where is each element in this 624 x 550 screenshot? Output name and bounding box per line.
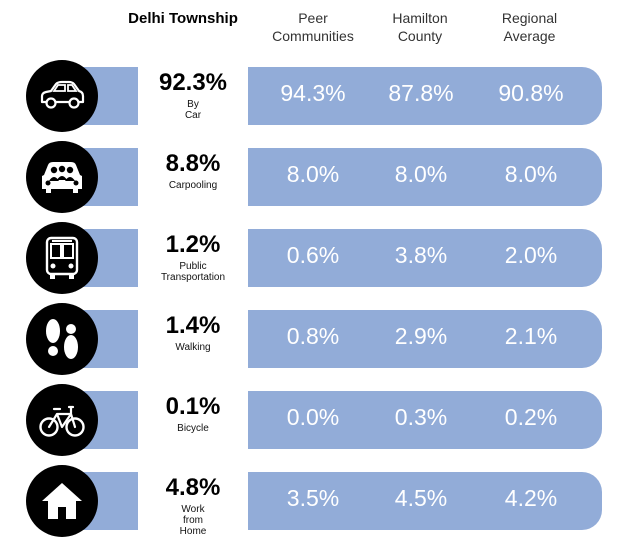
table-row: 92.3% By Car 94.3% 87.8% 90.8%	[26, 58, 602, 134]
delhi-cell: 92.3% By Car	[138, 66, 248, 126]
header-peer-communities: Peer Communities	[272, 10, 354, 44]
regional-value: 0.2%	[504, 404, 558, 430]
delhi-cell: 8.8% Carpooling	[138, 147, 248, 207]
mode-label: Bicycle	[177, 423, 209, 434]
delhi-value: 4.8%	[165, 474, 221, 501]
regional-value: 90.8%	[498, 80, 564, 106]
regional-value: 4.2%	[504, 485, 558, 511]
peer-value: 8.0%	[286, 161, 340, 187]
delhi-value: 1.4%	[165, 312, 221, 339]
delhi-cell: 4.8% Work from Home	[138, 471, 248, 537]
bicycle-icon	[26, 384, 98, 456]
peer-value: 94.3%	[280, 80, 346, 106]
hamilton-value: 4.5%	[394, 485, 448, 511]
car-icon	[26, 60, 98, 132]
hamilton-value: 2.9%	[394, 323, 448, 349]
delhi-cell: 1.2% Public Transportation	[138, 228, 248, 288]
mode-label: Work from Home	[179, 504, 207, 537]
header-delhi-township: Delhi Township	[128, 10, 238, 27]
peer-value: 0.6%	[286, 242, 340, 268]
delhi-value: 1.2%	[165, 231, 221, 258]
home-icon	[26, 465, 98, 537]
mode-label: Walking	[175, 342, 211, 353]
header-regional-average: Regional Average	[501, 10, 558, 44]
footprints-icon	[26, 303, 98, 375]
table-row: 4.8% Work from Home 3.5% 4.5% 4.2%	[26, 463, 602, 539]
delhi-value: 8.8%	[165, 150, 221, 177]
peer-value: 0.8%	[286, 323, 340, 349]
peer-value: 0.0%	[286, 404, 340, 430]
delhi-value: 92.3%	[158, 69, 228, 96]
delhi-cell: 0.1% Bicycle	[138, 390, 248, 450]
mode-label: Carpooling	[168, 180, 218, 191]
carpool-icon	[26, 141, 98, 213]
hamilton-value: 0.3%	[394, 404, 448, 430]
hamilton-value: 3.8%	[394, 242, 448, 268]
table-row: 1.4% Walking 0.8% 2.9% 2.1%	[26, 301, 602, 377]
mode-label: By Car	[184, 99, 202, 121]
hamilton-value: 8.0%	[394, 161, 448, 187]
table-row: 1.2% Public Transportation 0.6% 3.8% 2.0%	[26, 220, 602, 296]
bus-icon	[26, 222, 98, 294]
mode-label: Public Transportation	[160, 261, 226, 283]
table-row: 0.1% Bicycle 0.0% 0.3% 0.2%	[26, 382, 602, 458]
peer-value: 3.5%	[286, 485, 340, 511]
hamilton-value: 87.8%	[388, 80, 454, 106]
regional-value: 2.1%	[504, 323, 558, 349]
delhi-value: 0.1%	[165, 393, 221, 420]
table-row: 8.8% Carpooling 8.0% 8.0% 8.0%	[26, 139, 602, 215]
regional-value: 8.0%	[504, 161, 558, 187]
header-hamilton-county: Hamilton County	[392, 10, 448, 44]
regional-value: 2.0%	[504, 242, 558, 268]
delhi-cell: 1.4% Walking	[138, 309, 248, 369]
